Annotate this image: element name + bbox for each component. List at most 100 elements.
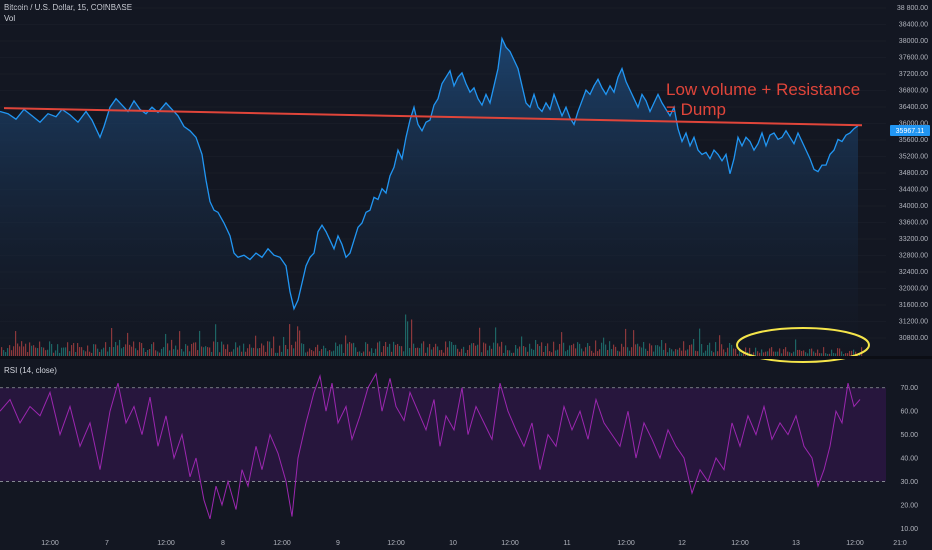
- volume-bar: [193, 342, 195, 356]
- volume-bar: [347, 343, 349, 356]
- volume-bar: [227, 344, 229, 356]
- volume-bar: [199, 330, 201, 356]
- volume-bar: [211, 351, 213, 356]
- volume-bar: [113, 347, 115, 356]
- volume-bar: [373, 352, 375, 356]
- volume-bar: [463, 346, 465, 356]
- volume-bar: [469, 345, 471, 356]
- volume-bar: [155, 350, 157, 356]
- volume-bar: [425, 352, 427, 356]
- time-axis: 12:00 7 12:00 8 12:00 9 12:00 10 12:00 11 12:00 12 1…: [41, 540, 907, 547]
- time-tick-label: 12:00: [501, 540, 519, 547]
- volume-bar: [613, 344, 615, 356]
- volume-bar: [531, 348, 533, 356]
- volume-bar: [819, 353, 821, 356]
- volume-bar: [595, 340, 597, 356]
- volume-bar: [699, 328, 701, 356]
- volume-bar: [745, 347, 747, 356]
- volume-bar: [795, 339, 797, 356]
- volume-bar: [671, 349, 673, 356]
- volume-bar: [141, 343, 143, 356]
- volume-bar: [739, 348, 741, 356]
- volume-bar: [151, 344, 153, 356]
- volume-bar: [803, 350, 805, 356]
- time-tick-label: 8: [221, 540, 225, 547]
- price-tick-label: 31200.00: [899, 319, 928, 326]
- price-tick-label: 37200.00: [899, 71, 928, 78]
- volume-bar: [265, 351, 267, 356]
- volume-bar: [41, 347, 43, 356]
- volume-bar: [117, 345, 119, 356]
- volume-bar: [385, 341, 387, 356]
- volume-bar: [765, 351, 767, 356]
- time-tick-label: 7: [105, 540, 109, 547]
- volume-bar: [843, 353, 845, 356]
- volume-bar: [821, 353, 823, 356]
- volume-bar: [133, 341, 135, 356]
- volume-bar: [607, 350, 609, 356]
- volume-bar: [417, 347, 419, 356]
- rsi-axis: 70.00 60.00 50.00 40.00 30.00 20.00 10.00: [900, 385, 918, 533]
- volume-bar: [533, 349, 535, 356]
- volume-bar: [295, 341, 297, 356]
- volume-bar: [323, 345, 325, 356]
- volume-bar: [587, 343, 589, 356]
- price-area-fill: [0, 38, 858, 356]
- volume-bar: [327, 351, 329, 356]
- volume-bar: [335, 342, 337, 356]
- volume-bar: [677, 349, 679, 356]
- volume-bar: [13, 346, 15, 356]
- volume-bar: [719, 335, 721, 356]
- volume-bar: [445, 341, 447, 356]
- volume-bar: [383, 346, 385, 356]
- volume-bar: [603, 337, 605, 356]
- volume-bar: [181, 348, 183, 356]
- volume-bar: [453, 344, 455, 356]
- price-tick-label: 31600.00: [899, 302, 928, 309]
- volume-bar: [263, 345, 265, 356]
- volume-bar: [261, 343, 263, 356]
- volume-bar: [443, 352, 445, 356]
- volume-bar: [793, 351, 795, 356]
- time-tick-label: 11: [563, 540, 570, 547]
- volume-bar: [743, 351, 745, 356]
- volume-bar: [267, 341, 269, 356]
- volume-bar: [403, 351, 405, 356]
- volume-bar: [61, 347, 63, 356]
- volume-bar: [763, 352, 765, 356]
- symbol-title: Bitcoin / U.S. Dollar, 15, COINBASE: [4, 3, 133, 12]
- volume-bar: [579, 343, 581, 356]
- volume-bar: [727, 347, 729, 356]
- volume-bar: [503, 352, 505, 356]
- volume-bar: [811, 348, 813, 356]
- volume-bar: [451, 342, 453, 356]
- volume-bar: [653, 351, 655, 356]
- volume-bar: [349, 341, 351, 356]
- volume-bar: [737, 354, 739, 356]
- price-tick-label: 38 800.00: [897, 5, 928, 12]
- volume-bar: [135, 348, 137, 356]
- volume-bar: [333, 350, 335, 356]
- volume-bar: [709, 342, 711, 356]
- volume-bar: [33, 345, 35, 356]
- volume-bar: [37, 348, 39, 356]
- volume-bar: [99, 352, 101, 356]
- volume-bar: [479, 327, 481, 356]
- rsi-tick-label: 50.00: [900, 432, 918, 439]
- volume-bar: [621, 343, 623, 356]
- volume-bar: [85, 351, 87, 356]
- volume-bar: [551, 352, 553, 356]
- volume-bar: [597, 351, 599, 356]
- volume-bar: [19, 346, 21, 356]
- volume-bar: [801, 351, 803, 356]
- annotation-line-1: Low volume + Resistance: [666, 80, 860, 99]
- price-tick-label: 32400.00: [899, 269, 928, 276]
- price-tick-label: 35200.00: [899, 154, 928, 161]
- volume-bar: [657, 345, 659, 356]
- volume-bar: [553, 341, 555, 356]
- volume-bar: [397, 343, 399, 356]
- volume-bar: [183, 351, 185, 356]
- volume-bar: [93, 344, 95, 356]
- volume-bar: [165, 333, 167, 356]
